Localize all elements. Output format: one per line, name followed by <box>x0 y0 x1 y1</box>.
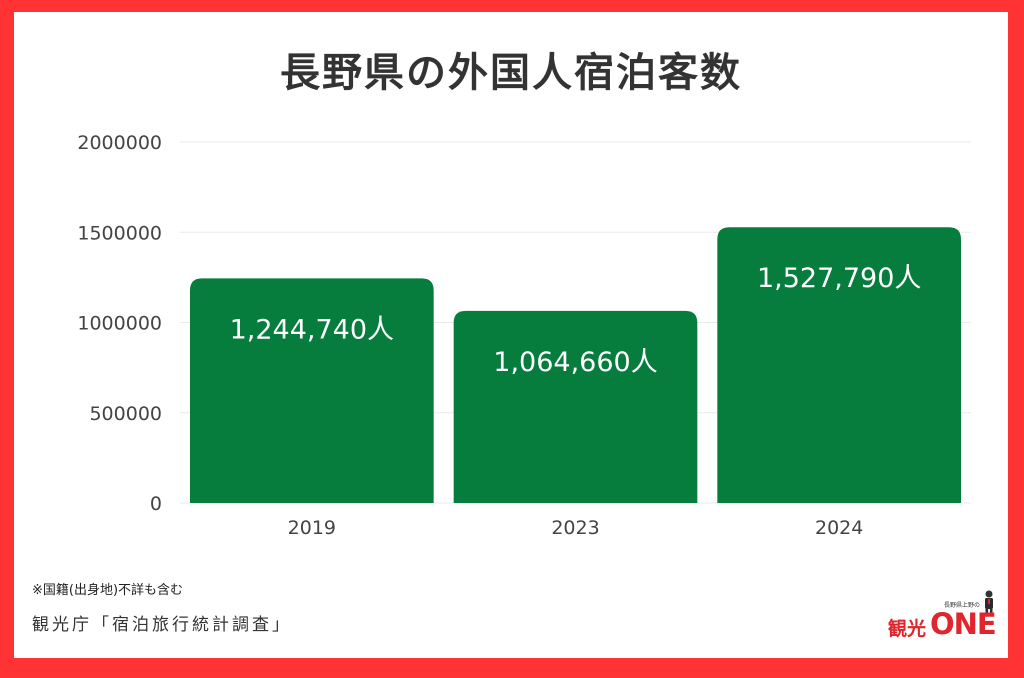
x-tick-label: 2024 <box>815 517 863 539</box>
logo-one: ONE <box>930 607 997 641</box>
y-tick-label: 1500000 <box>77 222 162 244</box>
logo-tagline: 長野県上野の <box>943 602 980 609</box>
bar-2019 <box>190 278 434 503</box>
y-tick-label: 0 <box>150 493 162 515</box>
bar-chart: 0 500000 1000000 1500000 2000000 1,244,740人 20… <box>77 132 971 539</box>
data-label: 1,527,790人 <box>757 263 921 294</box>
y-tick-label: 2000000 <box>77 132 162 154</box>
logo-kanji: 観光 <box>888 618 927 640</box>
chart-card: 長野県の外国人宿泊客数 0 500000 1000000 1500000 2000000… <box>14 12 1008 658</box>
footnote: ※国籍(出身地)不詳も含む <box>32 583 184 598</box>
kanko-one-logo: 長野県上野の 観光 ONE <box>888 590 998 648</box>
person-icon <box>985 590 993 616</box>
bar-2024 <box>717 227 961 504</box>
data-label: 1,064,660人 <box>493 347 657 378</box>
y-tick-label: 1000000 <box>77 313 162 335</box>
y-tick-label: 500000 <box>89 403 162 425</box>
chart-title: 長野県の外国人宿泊客数 <box>280 50 742 96</box>
source-credit: 観光庁「宿泊旅行統計調査」 <box>32 615 292 635</box>
bar-2023 <box>453 310 698 503</box>
data-label: 1,244,740人 <box>230 314 394 345</box>
x-tick-label: 2023 <box>551 517 599 539</box>
x-tick-label: 2019 <box>288 517 336 539</box>
